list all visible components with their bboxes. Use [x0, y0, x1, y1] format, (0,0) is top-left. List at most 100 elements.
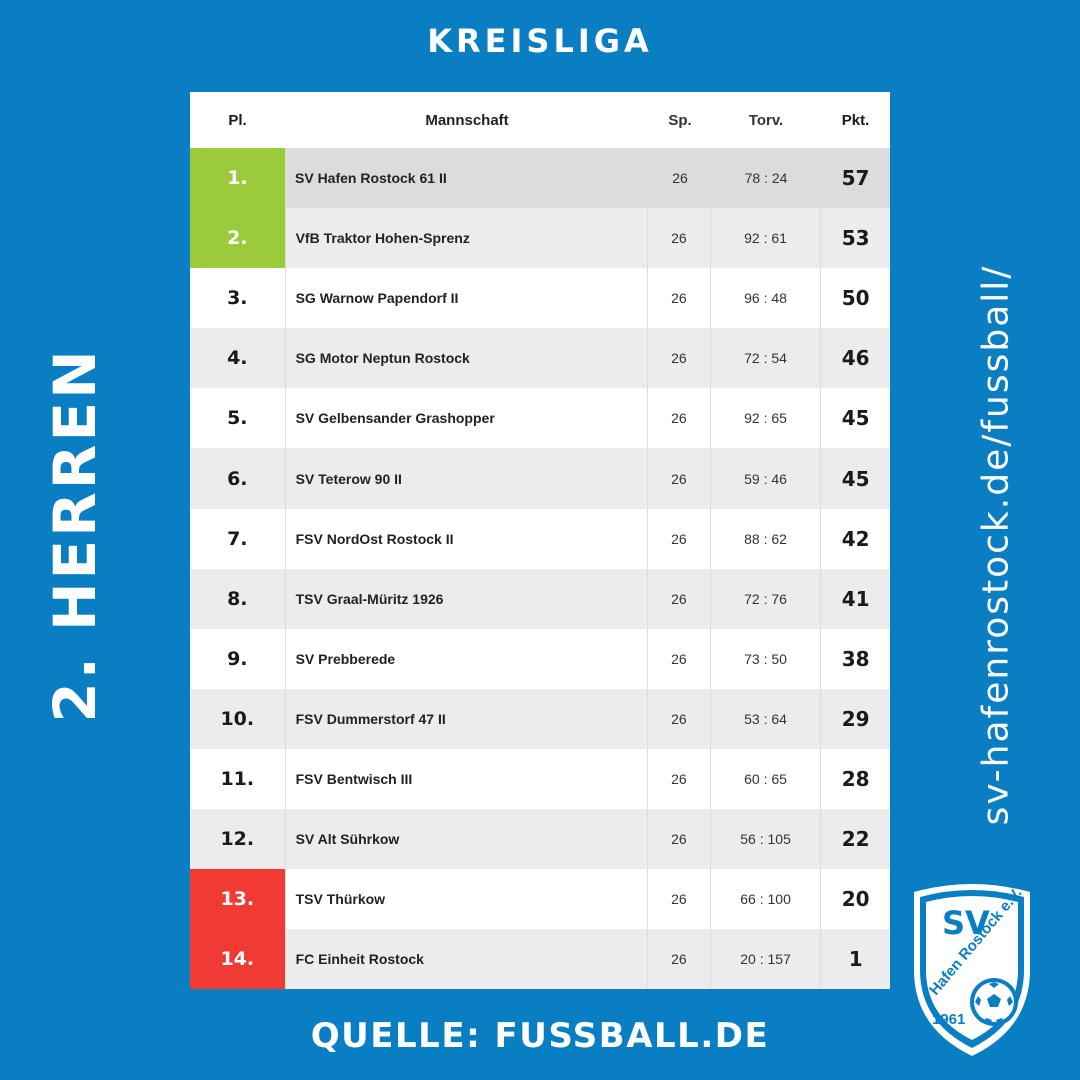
points-cell: 45 [820, 448, 890, 509]
games-cell: 26 [647, 869, 710, 930]
goals-cell: 78 : 24 [744, 170, 788, 187]
table-row: 13. TSV Thürkow 26 66 : 100 20 [190, 869, 890, 930]
website-url: sv-hafenrostock.de/fussball/ [975, 264, 1017, 826]
goals-cell: 53 : 64 [709, 688, 821, 749]
points-cell: 29 [820, 688, 890, 749]
place-cell: 3. [227, 287, 248, 310]
games-cell: 26 [647, 508, 710, 569]
place-cell: 7. [227, 527, 248, 550]
column-header-place: Pl. [228, 111, 247, 129]
points-cell: 1 [820, 929, 890, 989]
logo-sv-text: SV [942, 904, 990, 942]
source-credit: QUELLE: FUSSBALL.DE [310, 1016, 770, 1056]
goals-cell: 73 : 50 [709, 628, 821, 689]
goals-cell: 92 : 61 [709, 208, 821, 269]
team-cell: FC Einheit Rostock [284, 929, 647, 989]
place-cell: 14. [190, 929, 285, 989]
games-cell: 26 [672, 170, 688, 187]
games-cell: 26 [647, 208, 710, 269]
team-cell: SV Gelbensander Grashopper [284, 388, 647, 449]
page-title: KREISLIGA [427, 22, 653, 60]
points-cell: 41 [820, 568, 890, 629]
games-cell: 26 [647, 748, 710, 810]
place-cell: 10. [220, 707, 255, 730]
table-row: 9. SV Prebberede 26 73 : 50 38 [190, 628, 890, 689]
points-cell: 20 [820, 869, 890, 930]
soccer-ball-icon [970, 978, 1018, 1026]
games-cell: 26 [647, 628, 710, 689]
table-body: 1. SV Hafen Rostock 61 II 26 78 : 24 57 2. VfB… [190, 148, 890, 989]
goals-cell: 66 : 100 [709, 869, 821, 930]
team-cell: FSV Bentwisch III [284, 748, 647, 810]
table-row: 14. FC Einheit Rostock 26 20 : 157 1 [190, 929, 890, 989]
games-cell: 26 [647, 929, 710, 989]
team-cell: FSV NordOst Rostock II [284, 508, 647, 569]
goals-cell: 96 : 48 [709, 268, 821, 329]
goals-cell: 72 : 76 [709, 568, 821, 629]
place-cell: 5. [227, 407, 248, 430]
points-cell: 45 [820, 388, 890, 449]
team-cell: TSV Graal-Müritz 1926 [284, 568, 647, 629]
team-cell: SG Warnow Papendorf II [284, 268, 647, 329]
place-cell: 1. [190, 148, 285, 209]
logo-year: 1961 [932, 1011, 965, 1028]
place-cell: 8. [227, 587, 248, 610]
column-header-points: Pkt. [841, 111, 870, 129]
goals-cell: 72 : 54 [709, 328, 821, 389]
club-logo: SV Hafen Rostock e.V. 1961 [906, 878, 1038, 1058]
table-row: 10. FSV Dummerstorf 47 II 26 53 : 64 29 [190, 688, 890, 749]
table-row: 4. SG Motor Neptun Rostock 26 72 : 54 46 [190, 328, 890, 389]
place-cell: 12. [220, 828, 255, 851]
points-cell: 57 [841, 166, 870, 191]
points-cell: 46 [820, 328, 890, 389]
table-row: 5. SV Gelbensander Grashopper 26 92 : 65 45 [190, 388, 890, 449]
games-cell: 26 [647, 448, 710, 509]
team-cell: SV Hafen Rostock 61 II [295, 170, 447, 187]
table-header: Pl. Mannschaft Sp. Torv. Pkt. [190, 92, 890, 148]
column-header-goals: Torv. [748, 111, 784, 129]
goals-cell: 59 : 46 [709, 448, 821, 509]
place-cell: 4. [227, 347, 248, 370]
games-cell: 26 [647, 688, 710, 749]
goals-cell: 60 : 65 [709, 748, 821, 810]
place-cell: 9. [227, 647, 248, 670]
goals-cell: 92 : 65 [709, 388, 821, 449]
table-row: 8. TSV Graal-Müritz 1926 26 72 : 76 41 [190, 568, 890, 629]
place-cell: 11. [220, 767, 255, 790]
points-cell: 50 [820, 268, 890, 329]
team-cell: VfB Traktor Hohen-Sprenz [284, 208, 647, 269]
team-cell: TSV Thürkow [284, 869, 647, 930]
table-row: 11. FSV Bentwisch III 26 60 : 65 28 [190, 748, 890, 810]
games-cell: 26 [647, 388, 710, 449]
table-row: 2. VfB Traktor Hohen-Sprenz 26 92 : 61 53 [190, 208, 890, 269]
points-cell: 28 [820, 748, 890, 810]
points-cell: 53 [820, 208, 890, 269]
table-row: 3. SG Warnow Papendorf II 26 96 : 48 50 [190, 268, 890, 329]
games-cell: 26 [647, 568, 710, 629]
points-cell: 42 [820, 508, 890, 569]
goals-cell: 20 : 157 [709, 929, 821, 989]
games-cell: 26 [647, 809, 710, 870]
games-cell: 26 [647, 328, 710, 389]
team-cell: SV Alt Sührkow [284, 809, 647, 870]
goals-cell: 88 : 62 [709, 508, 821, 569]
column-header-team: Mannschaft [425, 111, 509, 129]
table-row: 6. SV Teterow 90 II 26 59 : 46 45 [190, 448, 890, 509]
column-header-games: Sp. [668, 111, 692, 129]
table-row: 12. SV Alt Sührkow 26 56 : 105 22 [190, 809, 890, 870]
team-cell: SV Teterow 90 II [284, 448, 647, 509]
team-cell: FSV Dummerstorf 47 II [284, 688, 647, 749]
team-label: 2. HERREN [41, 347, 109, 723]
place-cell: 2. [190, 208, 285, 269]
goals-cell: 56 : 105 [709, 809, 821, 870]
table-row: 1. SV Hafen Rostock 61 II 26 78 : 24 57 [190, 148, 890, 209]
points-cell: 38 [820, 628, 890, 689]
place-cell: 13. [190, 869, 285, 930]
team-cell: SG Motor Neptun Rostock [284, 328, 647, 389]
points-cell: 22 [820, 809, 890, 870]
place-cell: 6. [227, 467, 248, 490]
games-cell: 26 [647, 268, 710, 329]
table-row: 7. FSV NordOst Rostock II 26 88 : 62 42 [190, 508, 890, 569]
team-cell: SV Prebberede [284, 628, 647, 689]
league-table: Pl. Mannschaft Sp. Torv. Pkt. 1. SV Hafen… [190, 92, 890, 989]
